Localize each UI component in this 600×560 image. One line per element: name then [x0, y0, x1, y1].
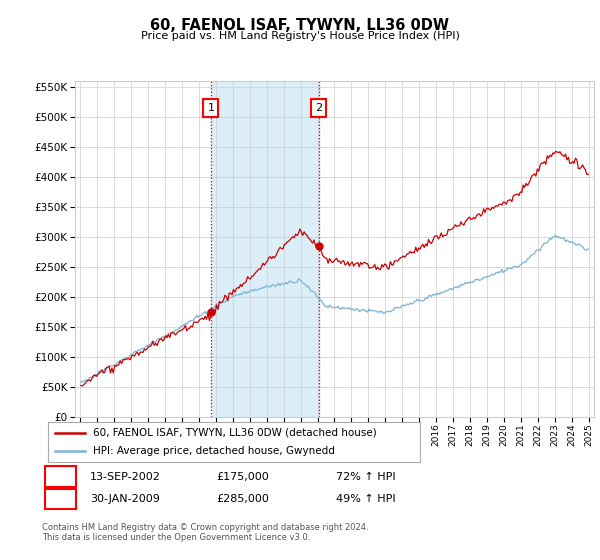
Text: 49% ↑ HPI: 49% ↑ HPI	[336, 494, 395, 504]
Text: 13-SEP-2002: 13-SEP-2002	[90, 472, 161, 482]
Text: £285,000: £285,000	[216, 494, 269, 504]
Text: £175,000: £175,000	[216, 472, 269, 482]
Text: Price paid vs. HM Land Registry's House Price Index (HPI): Price paid vs. HM Land Registry's House …	[140, 31, 460, 41]
Text: 1: 1	[208, 103, 214, 113]
Text: Contains HM Land Registry data © Crown copyright and database right 2024.: Contains HM Land Registry data © Crown c…	[42, 523, 368, 532]
Text: 72% ↑ HPI: 72% ↑ HPI	[336, 472, 395, 482]
Text: 1: 1	[57, 472, 64, 482]
Bar	[211, 81, 319, 417]
Text: This data is licensed under the Open Government Licence v3.0.: This data is licensed under the Open Gov…	[42, 533, 310, 542]
Text: 30-JAN-2009: 30-JAN-2009	[90, 494, 160, 504]
Text: 2: 2	[316, 103, 322, 113]
Text: 60, FAENOL ISAF, TYWYN, LL36 0DW: 60, FAENOL ISAF, TYWYN, LL36 0DW	[151, 18, 449, 34]
Text: 2: 2	[57, 494, 64, 504]
Text: 60, FAENOL ISAF, TYWYN, LL36 0DW (detached house): 60, FAENOL ISAF, TYWYN, LL36 0DW (detach…	[92, 428, 376, 438]
Text: HPI: Average price, detached house, Gwynedd: HPI: Average price, detached house, Gwyn…	[92, 446, 335, 456]
